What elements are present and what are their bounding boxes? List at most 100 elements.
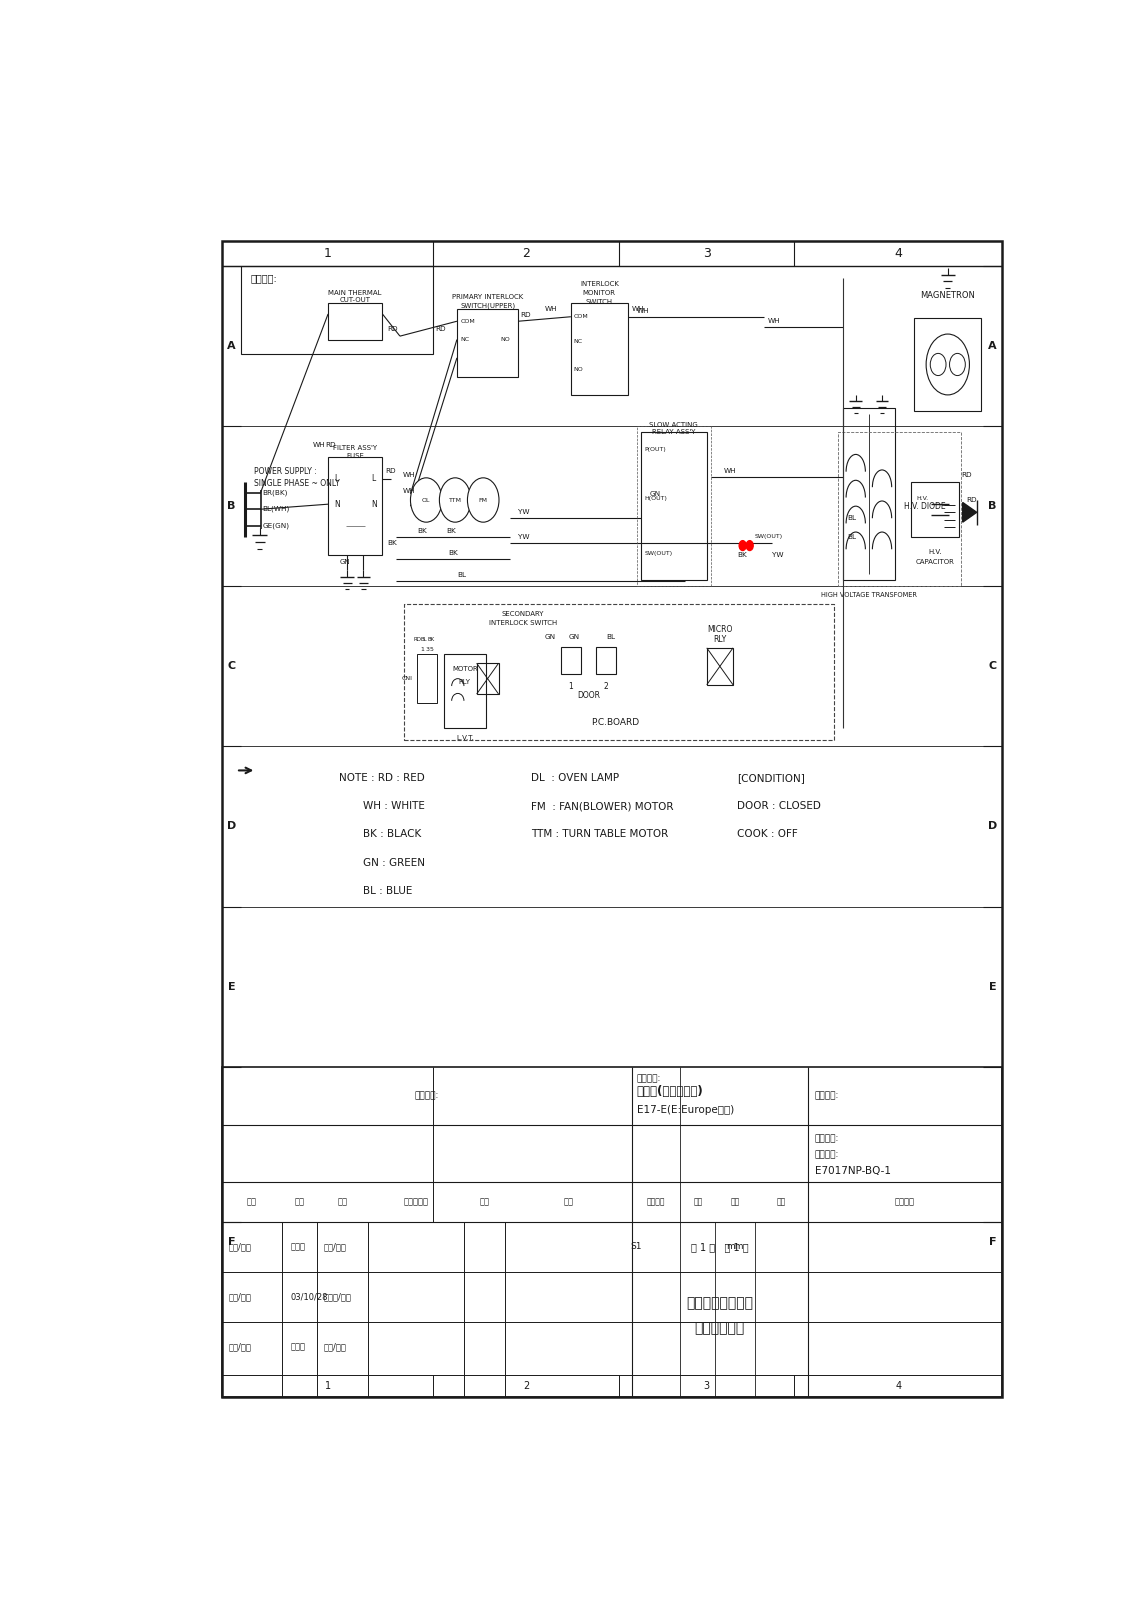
Text: 校对/日期: 校对/日期: [228, 1293, 252, 1301]
Text: BL : BLUE: BL : BLUE: [363, 885, 413, 896]
Text: MONITOR: MONITOR: [582, 290, 616, 296]
Text: TTM: TTM: [449, 498, 461, 502]
Bar: [417, 654, 437, 704]
Text: N: N: [334, 499, 339, 509]
Text: BL: BL: [847, 534, 856, 539]
Polygon shape: [962, 502, 977, 522]
Text: RD: RD: [413, 637, 421, 642]
Text: HIGH VOLTAGE TRANSFOMER: HIGH VOLTAGE TRANSFOMER: [821, 592, 917, 598]
Text: SLOW ACTING: SLOW ACTING: [649, 422, 698, 427]
Text: 标记: 标记: [247, 1197, 257, 1206]
Text: BL(WH): BL(WH): [262, 506, 290, 512]
Text: 3: 3: [425, 646, 429, 651]
Text: DOOR : CLOSED: DOOR : CLOSED: [737, 802, 821, 811]
Text: D: D: [987, 821, 998, 832]
Text: P(OUT): P(OUT): [645, 448, 666, 453]
Text: WH: WH: [403, 488, 415, 494]
Text: NOTE : RD : RED: NOTE : RD : RED: [338, 773, 424, 784]
Bar: [457, 309, 518, 376]
Text: COM: COM: [460, 318, 475, 323]
Text: 03/10/28: 03/10/28: [291, 1293, 328, 1301]
Text: DL  : OVEN LAMP: DL : OVEN LAMP: [532, 773, 620, 784]
Text: CUT-OUT: CUT-OUT: [339, 298, 371, 304]
Text: L.V.T.: L.V.T.: [456, 734, 474, 741]
Text: BK: BK: [387, 541, 397, 546]
Text: SINGLE PHASE ~ ONLY: SINGLE PHASE ~ ONLY: [253, 480, 339, 488]
Text: WH: WH: [724, 469, 737, 474]
Text: BL: BL: [457, 573, 466, 578]
Text: E: E: [988, 982, 996, 992]
Text: WH: WH: [631, 306, 644, 312]
Text: 工艺/日期: 工艺/日期: [323, 1243, 346, 1251]
Text: NO: NO: [573, 366, 584, 371]
Text: RD: RD: [387, 326, 397, 331]
Text: 单位: 单位: [693, 1197, 702, 1206]
Text: RD: RD: [520, 312, 530, 318]
Bar: [838, 432, 961, 586]
Text: BK: BK: [417, 528, 428, 534]
Text: RD: RD: [435, 326, 446, 331]
Text: 制造有限公司: 制造有限公司: [694, 1322, 745, 1334]
Text: A: A: [227, 341, 236, 350]
Text: GN: GN: [340, 558, 351, 565]
Text: SW(OUT): SW(OUT): [756, 534, 783, 539]
Text: 3: 3: [702, 246, 710, 261]
Text: MOTOR: MOTOR: [452, 666, 477, 672]
Text: 共 1 张   第 1 张: 共 1 张 第 1 张: [691, 1242, 749, 1251]
Text: RD: RD: [966, 498, 977, 502]
Text: H.V. DIODE: H.V. DIODE: [904, 502, 946, 510]
Text: INTERLOCK: INTERLOCK: [580, 282, 619, 288]
Text: 4: 4: [896, 1381, 901, 1390]
Bar: [561, 646, 580, 674]
Text: OL: OL: [422, 498, 431, 502]
Text: POWER SUPPLY :: POWER SUPPLY :: [253, 467, 317, 477]
Text: GN : GREEN: GN : GREEN: [363, 858, 425, 867]
Text: B: B: [988, 501, 996, 510]
Text: 1: 1: [569, 682, 573, 691]
Text: 签名: 签名: [480, 1197, 490, 1206]
Text: 顺德市美的微波炉: 顺德市美的微波炉: [687, 1296, 753, 1310]
Text: TTM : TURN TABLE MOTOR: TTM : TURN TABLE MOTOR: [532, 829, 668, 840]
Text: C: C: [227, 661, 235, 672]
Text: FILTER ASS'Y: FILTER ASS'Y: [334, 445, 378, 451]
Circle shape: [746, 541, 753, 550]
Text: F: F: [228, 1237, 235, 1246]
Text: A: A: [988, 341, 996, 350]
Text: CAPACITOR: CAPACITOR: [916, 558, 955, 565]
Text: 图样代号:: 图样代号:: [814, 1091, 839, 1101]
Circle shape: [926, 334, 969, 395]
Text: BR(BK): BR(BK): [262, 490, 287, 496]
Text: C: C: [988, 661, 996, 672]
Bar: [915, 318, 981, 411]
Text: 日期: 日期: [563, 1197, 573, 1206]
Text: SWITCH: SWITCH: [586, 299, 613, 304]
Text: 1: 1: [421, 646, 424, 651]
Text: 重量: 重量: [777, 1197, 786, 1206]
Text: 1: 1: [323, 246, 331, 261]
Text: RLY: RLY: [459, 678, 470, 685]
Text: BL: BL: [606, 634, 615, 640]
Text: D: D: [227, 821, 236, 832]
Text: FM  : FAN(BLOWER) MOTOR: FM : FAN(BLOWER) MOTOR: [532, 802, 674, 811]
Text: 物料编号:: 物料编号:: [814, 1134, 839, 1144]
Text: H.V.: H.V.: [916, 496, 929, 501]
Bar: [222, 242, 1002, 1397]
Text: GN: GN: [649, 491, 661, 498]
Text: MAIN THERMAL: MAIN THERMAL: [328, 290, 382, 296]
Text: 设计/日期: 设计/日期: [228, 1243, 252, 1251]
Text: 处数: 处数: [294, 1197, 304, 1206]
Text: SECONDARY: SECONDARY: [501, 611, 544, 618]
Text: E7017NP-BQ-1: E7017NP-BQ-1: [814, 1166, 890, 1176]
Circle shape: [930, 354, 946, 376]
Text: WH: WH: [768, 318, 780, 323]
Text: BL: BL: [421, 637, 428, 642]
Bar: [571, 302, 628, 395]
Text: 2: 2: [523, 1381, 529, 1390]
Bar: [443, 654, 486, 728]
Text: 1: 1: [325, 1381, 330, 1390]
Text: 4: 4: [895, 246, 903, 261]
Text: NC: NC: [573, 339, 582, 344]
Text: GE(GN): GE(GN): [262, 523, 290, 530]
Text: SWITCH(UPPER): SWITCH(UPPER): [460, 302, 515, 309]
Text: E: E: [227, 982, 235, 992]
